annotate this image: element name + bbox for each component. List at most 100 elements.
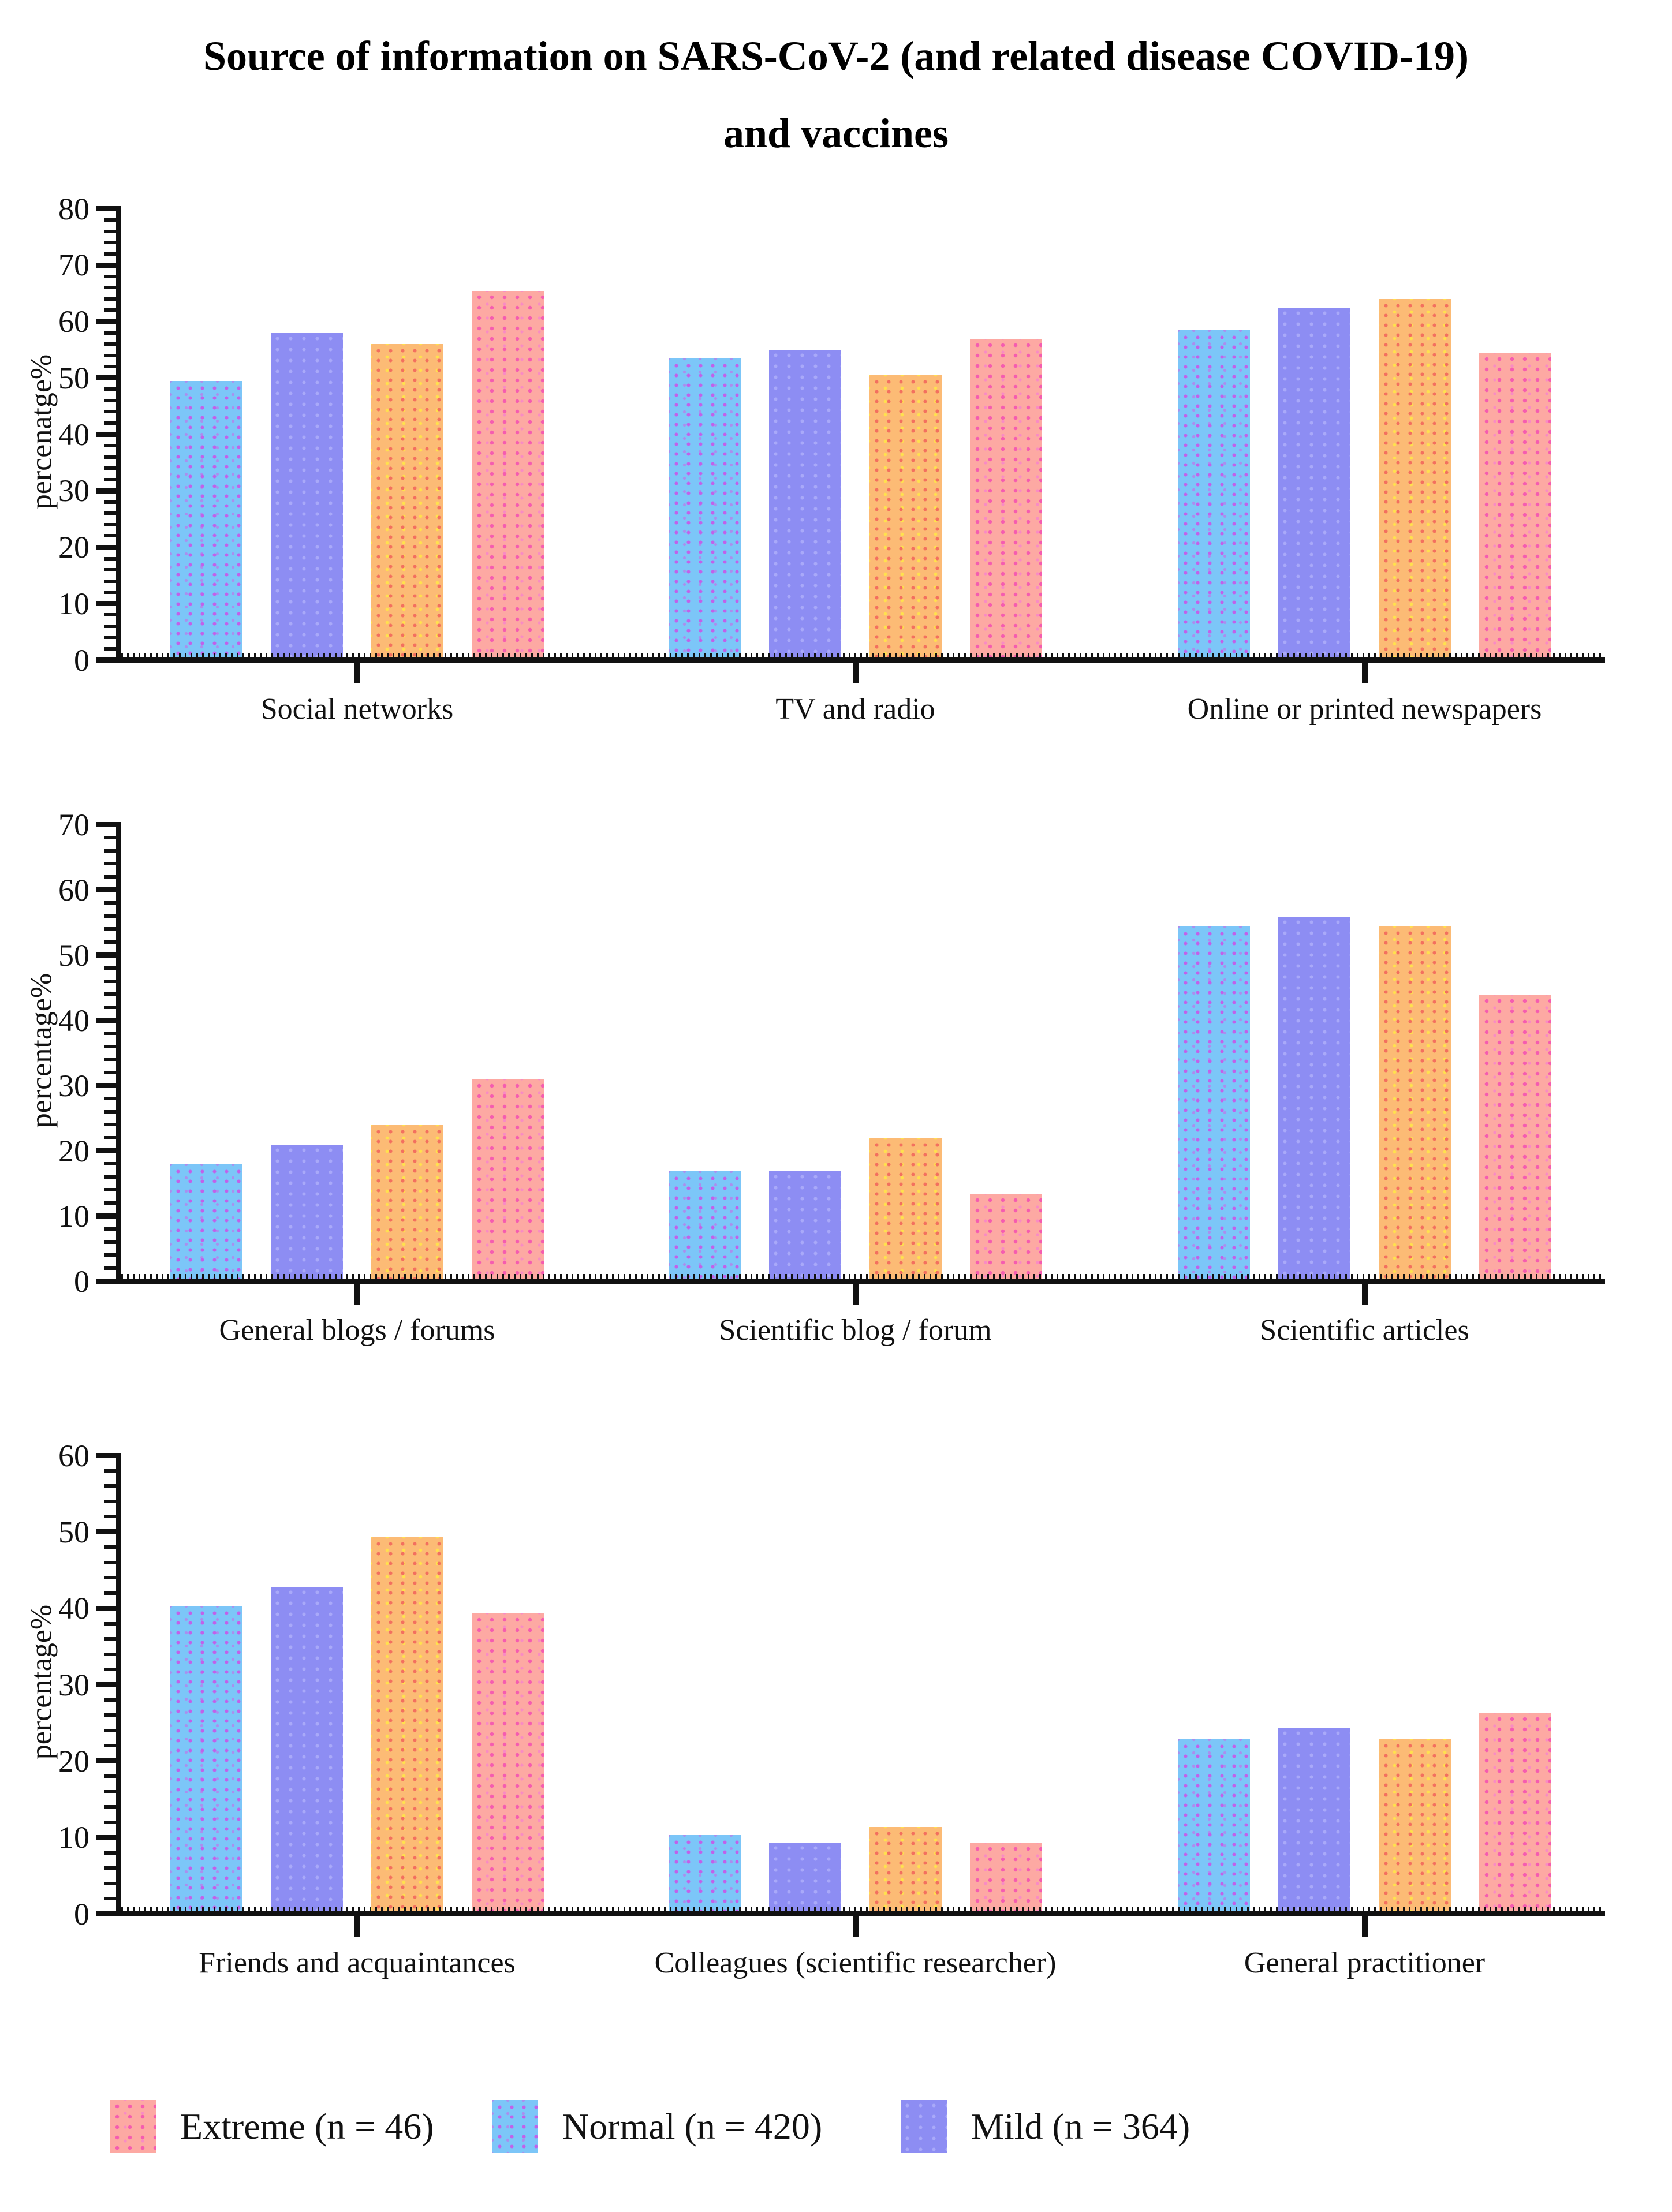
y-major-tick	[96, 887, 116, 892]
y-minor-tick	[104, 1576, 116, 1580]
x-axis-baseline	[116, 1911, 1605, 1916]
y-axis-spine	[116, 822, 121, 1284]
y-minor-tick	[104, 1866, 116, 1870]
bar-s1-group1	[271, 1145, 343, 1279]
y-minor-tick	[104, 613, 116, 617]
y-major-tick	[96, 1834, 116, 1840]
y-minor-tick	[104, 252, 116, 256]
y-minor-tick	[104, 500, 116, 504]
bar-s3-group3	[1479, 995, 1551, 1279]
bar-s0-group3	[1178, 926, 1250, 1279]
y-major-tick	[96, 375, 116, 381]
y-minor-tick	[104, 1135, 116, 1139]
bar-s2-group3	[1379, 299, 1451, 657]
y-minor-tick	[104, 579, 116, 583]
y-minor-tick	[104, 274, 116, 278]
y-minor-tick	[104, 875, 116, 879]
y-major-tick	[96, 822, 116, 827]
y-minor-tick	[104, 1097, 116, 1101]
legend-label-extreme: Extreme (n = 46)	[180, 2106, 434, 2147]
legend-label-normal: Normal (n = 420)	[562, 2106, 823, 2147]
bar-s0-group1	[170, 381, 242, 657]
y-minor-tick	[104, 862, 116, 866]
y-tick-label: 40	[58, 417, 89, 452]
y-major-tick	[96, 1083, 116, 1088]
y-minor-tick	[104, 466, 116, 470]
x-category-label: Social networks	[260, 693, 454, 726]
x-category-tick	[1361, 1284, 1368, 1305]
y-minor-tick	[104, 444, 116, 448]
y-minor-tick	[104, 229, 116, 233]
y-minor-tick	[104, 308, 116, 312]
bar-s1-group3	[1278, 308, 1350, 657]
y-minor-tick	[104, 1044, 116, 1048]
y-minor-tick	[104, 1881, 116, 1885]
legend-item-extreme: Extreme (n = 46)	[110, 2100, 434, 2153]
y-tick-label: 20	[58, 1133, 89, 1168]
y-major-tick	[96, 1279, 116, 1284]
y-major-tick	[96, 1213, 116, 1219]
y-minor-tick	[104, 1162, 116, 1166]
y-minor-tick	[104, 1789, 116, 1793]
y-tick-label: 40	[58, 1591, 89, 1626]
bar-s1-group1	[271, 333, 343, 657]
x-category-label: Scientific articles	[1260, 1314, 1469, 1347]
y-minor-tick	[104, 591, 116, 595]
y-minor-tick	[104, 1515, 116, 1519]
y-tick-label: 70	[58, 248, 89, 283]
x-category-tick	[852, 1284, 859, 1305]
y-tick-label: 0	[74, 642, 89, 678]
figure-title-line2: and vaccines	[723, 110, 949, 156]
y-minor-tick	[104, 342, 116, 346]
x-category-tick	[354, 1916, 360, 1937]
bar-s3-group1	[472, 1079, 544, 1279]
y-minor-tick	[104, 353, 116, 357]
y-minor-tick	[104, 286, 116, 290]
y-major-tick	[96, 319, 116, 324]
y-minor-tick	[104, 387, 116, 391]
y-tick-label: 30	[58, 473, 89, 509]
y-minor-tick	[104, 1266, 116, 1270]
bar-s1-group1	[271, 1587, 343, 1911]
y-major-tick	[96, 1911, 116, 1916]
y-minor-tick	[104, 636, 116, 640]
y-minor-tick	[104, 979, 116, 983]
y-minor-tick	[104, 1805, 116, 1809]
y-major-tick	[96, 1148, 116, 1153]
y-minor-tick	[104, 511, 116, 515]
bar-s2-group1	[371, 1125, 443, 1279]
y-major-tick	[96, 544, 116, 550]
bar-s2-group1	[371, 1537, 443, 1911]
y-minor-tick	[104, 1774, 116, 1778]
y-minor-tick	[104, 1070, 116, 1074]
y-tick-label: 20	[58, 530, 89, 565]
y-minor-tick	[104, 1109, 116, 1114]
y-minor-tick	[104, 421, 116, 425]
y-major-tick	[96, 657, 116, 663]
y-minor-tick	[104, 1253, 116, 1257]
y-tick-label: 30	[58, 1068, 89, 1103]
y-major-tick	[96, 1605, 116, 1611]
y-tick-label: 20	[58, 1743, 89, 1778]
legend-item-mild: Mild (n = 364)	[901, 2100, 1190, 2153]
y-minor-tick	[104, 1744, 116, 1748]
y-tick-label: 10	[58, 1198, 89, 1234]
y-minor-tick	[104, 1227, 116, 1231]
legend-label-mild: Mild (n = 364)	[971, 2106, 1190, 2147]
y-minor-tick	[104, 297, 116, 301]
y-minor-tick	[104, 218, 116, 222]
y-minor-tick	[104, 1175, 116, 1179]
bar-s2-group3	[1379, 926, 1451, 1279]
y-major-tick	[96, 206, 116, 211]
y-tick-label: 50	[58, 360, 89, 395]
y-minor-tick	[104, 940, 116, 944]
x-category-tick	[852, 1916, 859, 1937]
bar-s1-group3	[1278, 1728, 1350, 1911]
y-minor-tick	[104, 1637, 116, 1641]
figure-title-line1: Source of information on SARS-CoV-2 (and…	[203, 33, 1469, 79]
y-axis-spine	[116, 1453, 121, 1916]
y-minor-tick	[104, 1123, 116, 1127]
x-axis-baseline	[116, 657, 1605, 663]
bar-s2-group1	[371, 344, 443, 657]
y-minor-tick	[104, 241, 116, 245]
